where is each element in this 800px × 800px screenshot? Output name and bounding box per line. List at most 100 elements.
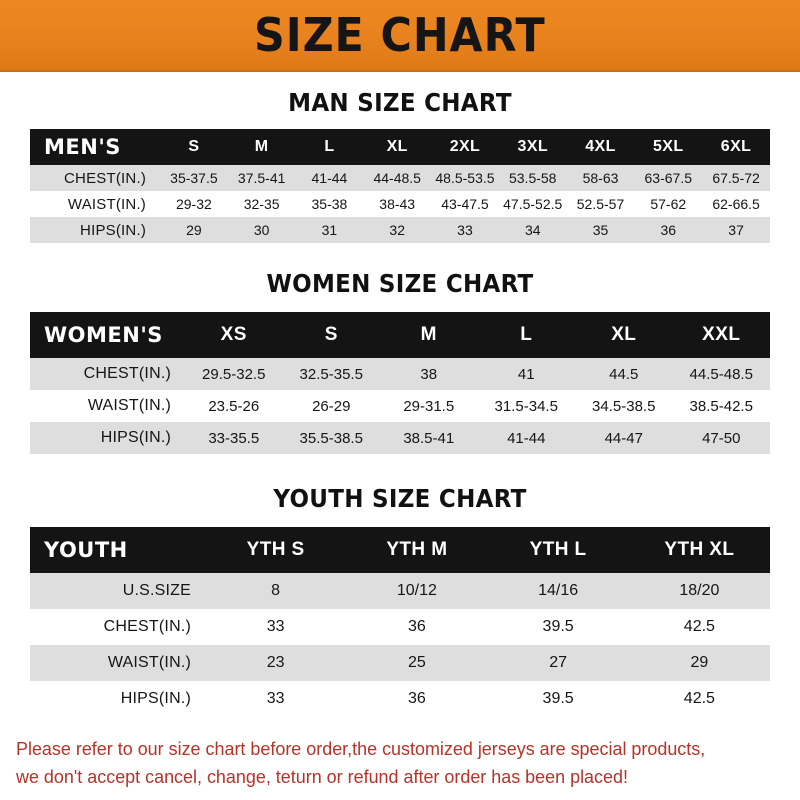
cell-youth-1-2: 39.5 — [487, 609, 629, 645]
notice-line-2: we don't accept cancel, change, teturn o… — [16, 766, 628, 788]
column-header-2xl: 2XL — [431, 129, 499, 165]
column-header-xxl: XXL — [672, 312, 770, 358]
table-row: HIPS(IN.) 29 30 31 32 33 34 35 36 37 — [30, 217, 770, 243]
cell-man-1-8: 62-66.5 — [702, 191, 770, 217]
page-title: SIZE CHART — [254, 8, 546, 62]
cell-man-0-4: 48.5-53.5 — [431, 165, 499, 191]
cell-youth-3-0: 33 — [205, 681, 347, 717]
row-label-hips-in-: HIPS(IN.) — [30, 217, 161, 243]
youth-table-head: YOUTH YTH S YTH M YTH L YTH XL — [30, 527, 770, 573]
youth-table-body: U.S.SIZE 8 10/12 14/16 18/20 CHEST(IN.) 33 36 39… — [30, 573, 770, 717]
cell-youth-3-1: 36 — [346, 681, 488, 717]
column-header-xs: XS — [185, 312, 283, 358]
table-row: HIPS(IN.) 33 36 39.5 42.5 — [30, 681, 770, 717]
cell-youth-3-3: 42.5 — [628, 681, 770, 717]
cell-man-0-0: 35-37.5 — [160, 165, 228, 191]
cell-women-1-2: 29-31.5 — [380, 390, 478, 422]
cell-women-0-0: 29.5-32.5 — [185, 358, 283, 390]
cell-man-2-5: 34 — [498, 217, 567, 243]
cell-man-1-7: 57-62 — [634, 191, 703, 217]
cell-man-0-8: 67.5-72 — [702, 165, 770, 191]
cell-women-0-5: 44.5-48.5 — [672, 358, 770, 390]
man-table-body: CHEST(IN.) 35-37.5 37.5-41 41-44 44-48.5 48.5… — [30, 165, 770, 243]
women-table-body: CHEST(IN.) 29.5-32.5 32.5-35.5 38 41 44.5 44.5… — [30, 358, 770, 454]
row-label-waist-in-: WAIST(IN.) — [30, 645, 205, 681]
cell-women-2-5: 47-50 — [672, 422, 770, 454]
column-header-xl: XL — [575, 312, 673, 358]
section-title-youth: YOUTH SIZE CHART — [0, 484, 800, 513]
cell-man-2-4: 33 — [431, 217, 499, 243]
man-header-row: MEN'S S M L XL 2XL 3XL 4XL 5XL 6XL — [30, 129, 770, 165]
women-header-row: WOMEN'S XS S M L XL XXL — [30, 312, 770, 358]
column-header-3xl: 3XL — [498, 129, 567, 165]
page-banner: SIZE CHART — [0, 0, 800, 72]
man-table-head: MEN'S S M L XL 2XL 3XL 4XL 5XL 6XL — [30, 129, 770, 165]
cell-women-1-0: 23.5-26 — [185, 390, 283, 422]
table-row: U.S.SIZE 8 10/12 14/16 18/20 — [30, 573, 770, 609]
cell-women-2-2: 38.5-41 — [380, 422, 478, 454]
row-label-waist-in-: WAIST(IN.) — [30, 390, 185, 422]
cell-man-0-7: 63-67.5 — [634, 165, 703, 191]
row-label-chest-in-: CHEST(IN.) — [30, 165, 161, 191]
column-header-s: S — [160, 129, 228, 165]
table-row: CHEST(IN.) 33 36 39.5 42.5 — [30, 609, 770, 645]
cell-man-1-4: 43-47.5 — [431, 191, 499, 217]
cell-man-0-2: 41-44 — [295, 165, 364, 191]
cell-women-0-2: 38 — [380, 358, 478, 390]
table-row: WAIST(IN.) 23.5-26 26-29 29-31.5 31.5-34.5 34… — [30, 390, 770, 422]
cell-man-0-3: 44-48.5 — [363, 165, 432, 191]
youth-corner-label: YOUTH — [30, 527, 205, 573]
column-header-yth-xl: YTH XL — [628, 527, 770, 573]
cell-women-2-0: 33-35.5 — [185, 422, 283, 454]
column-header-m: M — [380, 312, 478, 358]
column-header-yth-l: YTH L — [487, 527, 629, 573]
cell-women-1-4: 34.5-38.5 — [575, 390, 673, 422]
women-size-chart-heading: WOMEN SIZE CHART — [266, 269, 534, 298]
column-header-m: M — [227, 129, 296, 165]
cell-man-2-6: 35 — [566, 217, 635, 243]
cell-women-1-1: 26-29 — [282, 390, 380, 422]
man-size-table: MEN'S S M L XL 2XL 3XL 4XL 5XL 6XL CHEST(IN.) 35-3… — [30, 129, 770, 243]
row-label-hips-in-: HIPS(IN.) — [30, 681, 205, 717]
table-row: WAIST(IN.) 29-32 32-35 35-38 38-43 43-47.5 47.… — [30, 191, 770, 217]
order-notice: Please refer to our size chart before or… — [16, 735, 761, 791]
section-title-man: MAN SIZE CHART — [0, 88, 800, 117]
cell-man-1-5: 47.5-52.5 — [498, 191, 567, 217]
cell-youth-0-2: 14/16 — [487, 573, 629, 609]
women-table-wrapper: WOMEN'S XS S M L XL XXL CHEST(IN.) 29.5-32.5 32.… — [0, 312, 800, 454]
cell-man-2-3: 32 — [363, 217, 432, 243]
table-row: CHEST(IN.) 35-37.5 37.5-41 41-44 44-48.5 48.5… — [30, 165, 770, 191]
cell-man-2-7: 36 — [634, 217, 703, 243]
cell-man-2-2: 31 — [295, 217, 364, 243]
cell-youth-1-0: 33 — [205, 609, 347, 645]
cell-women-0-1: 32.5-35.5 — [282, 358, 380, 390]
cell-youth-2-2: 27 — [487, 645, 629, 681]
cell-man-0-5: 53.5-58 — [498, 165, 567, 191]
column-header-yth-m: YTH M — [346, 527, 488, 573]
cell-man-2-1: 30 — [227, 217, 296, 243]
column-header-l: L — [295, 129, 364, 165]
man-corner-label: MEN'S — [30, 129, 161, 165]
youth-table-wrapper: YOUTH YTH S YTH M YTH L YTH XL U.S.SIZE 8 10/1… — [0, 527, 800, 717]
cell-women-1-5: 38.5-42.5 — [672, 390, 770, 422]
cell-man-0-1: 37.5-41 — [227, 165, 296, 191]
cell-women-0-3: 41 — [477, 358, 575, 390]
row-label-chest-in-: CHEST(IN.) — [30, 358, 185, 390]
section-title-women: WOMEN SIZE CHART — [0, 269, 800, 298]
man-table-wrapper: MEN'S S M L XL 2XL 3XL 4XL 5XL 6XL CHEST(IN.) 35-3… — [0, 129, 800, 243]
women-table-head: WOMEN'S XS S M L XL XXL — [30, 312, 770, 358]
column-header-yth-s: YTH S — [205, 527, 347, 573]
row-label-waist-in-: WAIST(IN.) — [30, 191, 161, 217]
row-label-chest-in-: CHEST(IN.) — [30, 609, 205, 645]
cell-youth-1-1: 36 — [346, 609, 488, 645]
row-label-hips-in-: HIPS(IN.) — [30, 422, 185, 454]
column-header-5xl: 5XL — [634, 129, 703, 165]
table-row: CHEST(IN.) 29.5-32.5 32.5-35.5 38 41 44.5 44.5… — [30, 358, 770, 390]
cell-women-2-3: 41-44 — [477, 422, 575, 454]
row-label-u-s-size: U.S.SIZE — [30, 573, 205, 609]
column-header-s: S — [282, 312, 380, 358]
column-header-6xl: 6XL — [702, 129, 770, 165]
cell-man-1-0: 29-32 — [160, 191, 228, 217]
cell-man-0-6: 58-63 — [566, 165, 635, 191]
